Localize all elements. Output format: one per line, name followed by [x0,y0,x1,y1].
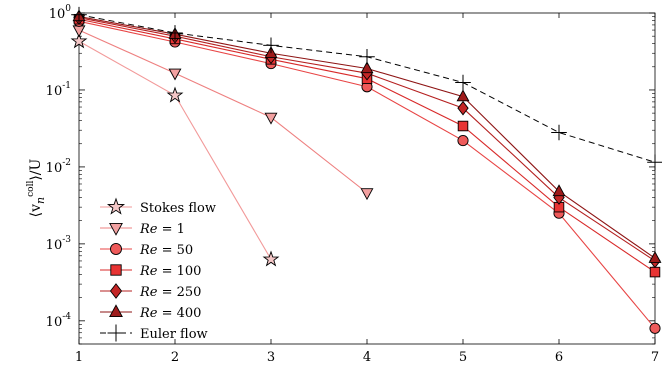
data-point [455,74,471,91]
data-point [649,322,661,334]
x-tick-label: 6 [555,350,563,365]
data-point [360,188,374,201]
series-markers [70,6,662,334]
y-tick-label: 100 [49,4,72,22]
legend-label-value: = 1 [157,222,184,237]
legend-marker [106,197,126,215]
data-point [167,25,183,41]
y-axis-title-main: ⟨v [28,204,44,217]
data-point [648,251,662,263]
legend-marker [109,304,123,317]
data-point [457,100,469,116]
legend-label-var: Re [139,243,158,258]
data-point [552,184,566,197]
legend-marker [107,324,125,342]
legend-label-value: = 400 [157,306,201,321]
data-point [263,37,279,54]
y-axis-title: ⟨vncoll⟩/U [26,158,47,217]
series-line [78,29,368,194]
data-point [647,154,662,171]
data-point [456,89,470,102]
legend-marker [110,243,122,255]
x-tick-label: 1 [75,350,83,365]
legend-label-value: = 50 [157,243,193,258]
y-tick-label: 10-2 [46,158,71,176]
data-point [359,48,375,65]
data-point [551,124,567,141]
legend-label: Re = 1 [139,222,185,237]
legend-label: Re = 250 [139,285,201,300]
y-axis-title-sub: n [34,197,47,204]
y-axis-title-tail: ⟩/U [28,158,44,180]
legend-marker [110,264,122,276]
data-point [71,6,87,23]
data-point [457,120,469,132]
data-point [70,32,88,49]
x-tick-label: 4 [363,350,371,365]
data-point [360,61,374,74]
legend-label: Re = 400 [139,306,201,321]
y-tick-exp: 0 [65,4,71,14]
y-tick-label: 10-4 [46,312,72,330]
legend-marker [109,283,123,299]
legend-label: Euler flow [140,327,208,342]
legend-label-var: Re [139,264,158,279]
data-point [262,250,280,267]
x-tick-label: 2 [171,350,179,365]
legend-label-var: Re [139,285,158,300]
x-tick-label: 7 [651,350,659,365]
data-point [457,135,469,147]
legend-label-value: = 250 [157,285,201,300]
data-point [166,86,184,103]
data-point [168,68,182,81]
y-axis-title-sup: coll [26,181,36,197]
y-tick-exp: -3 [62,235,71,245]
data-point [649,266,661,278]
y-tick-base: 10 [49,7,66,22]
x-tick-label: 5 [459,350,467,365]
legend-label: Re = 50 [139,243,193,258]
legend-marker [109,222,123,236]
y-tick-base: 10 [46,238,63,253]
y-tick-base: 10 [46,315,63,330]
y-tick-exp: -2 [62,158,71,168]
y-tick-exp: -1 [62,81,71,91]
legend-label-value: = 100 [157,264,201,279]
y-tick-label: 10-3 [46,235,72,253]
y-tick-base: 10 [46,161,63,176]
legend-label: Re = 100 [139,264,201,279]
legend-label: Stokes flow [140,201,216,216]
y-tick-label: 10-1 [46,81,71,99]
legend-label-var: Re [139,306,158,321]
x-tick-label: 3 [267,350,275,365]
legend-label-var: Re [139,222,158,237]
y-tick-exp: -4 [62,312,71,322]
data-point [264,112,278,125]
y-tick-base: 10 [46,84,63,99]
